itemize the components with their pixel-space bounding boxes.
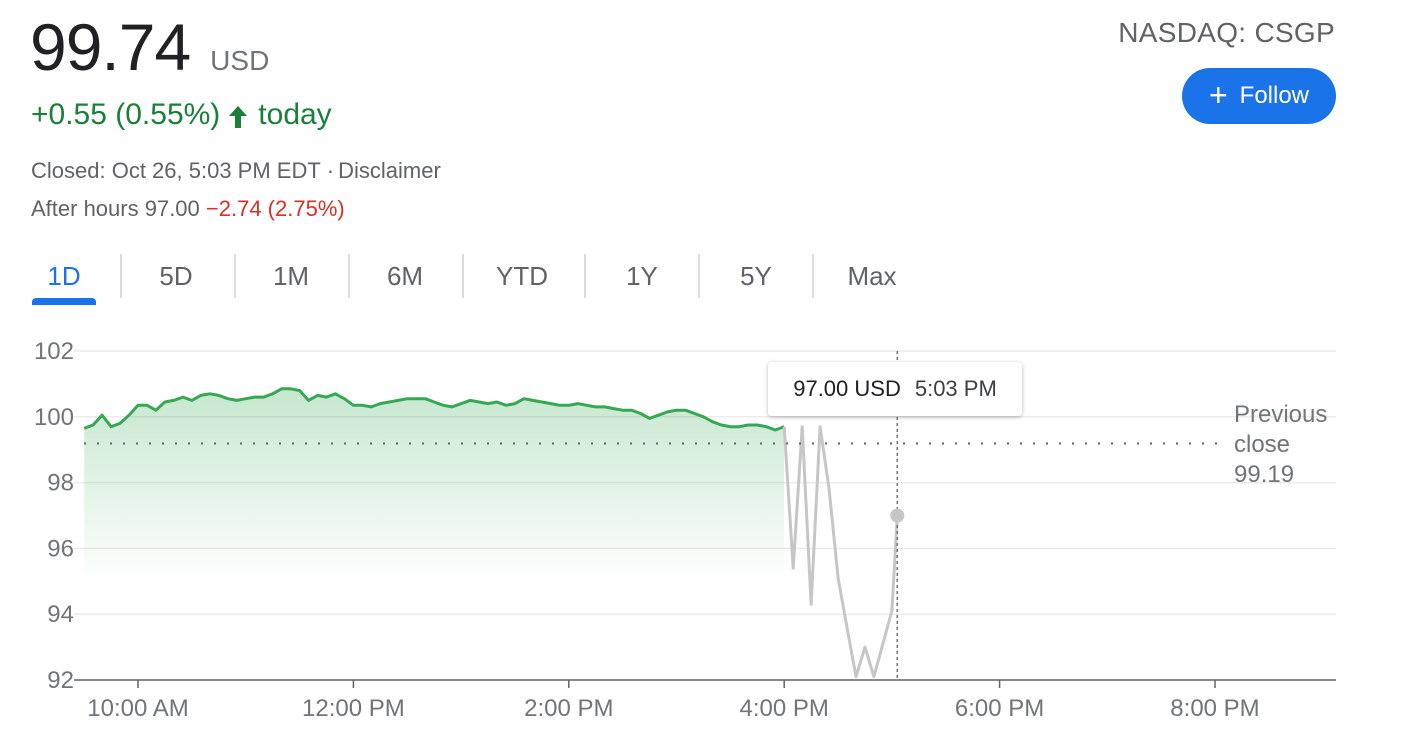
x-tick-label: 8:00 PM — [1170, 695, 1259, 722]
tab-divider — [698, 254, 700, 298]
previous-close-line2: close — [1234, 431, 1291, 458]
tab-1m[interactable]: 1M — [272, 261, 310, 291]
y-tick-label: 92 — [47, 667, 74, 694]
arrow-up-icon — [228, 103, 248, 128]
x-tick-label: 12:00 PM — [302, 695, 405, 722]
change-period: today — [258, 98, 332, 131]
after-hours-info: After hours 97.00 −2.74 (2.75%) — [31, 196, 345, 222]
tooltip-price: 97.00 USD — [793, 376, 901, 401]
tab-6m[interactable]: 6M — [386, 261, 424, 291]
tab-1y[interactable]: 1Y — [626, 261, 658, 291]
tab-divider — [584, 254, 586, 298]
x-tick-label: 2:00 PM — [524, 695, 613, 722]
chart-tooltip: 97.00 USD 5:03 PM — [768, 362, 1022, 416]
tab-divider — [812, 254, 814, 298]
tab-max[interactable]: Max — [847, 261, 897, 291]
plus-icon: + — [1208, 76, 1228, 113]
regular-session-line — [83, 387, 785, 432]
tab-ytd[interactable]: YTD — [496, 261, 548, 291]
follow-label: Follow — [1239, 82, 1310, 109]
cursor-marker — [890, 508, 905, 523]
previous-close-line1: Previous — [1234, 401, 1328, 428]
y-tick-label: 102 — [34, 338, 74, 365]
x-tick-label: 6:00 PM — [955, 695, 1044, 722]
price-value: 99.74 — [30, 10, 191, 84]
after-hours-line — [782, 425, 899, 679]
y-tick-label: 98 — [47, 470, 74, 497]
regular-session-area — [84, 388, 785, 585]
previous-close-label: Previous close 99.19 — [1234, 400, 1327, 490]
tab-1d[interactable]: 1D — [47, 261, 81, 291]
separator: · — [326, 158, 335, 183]
price-change: +0.55 (0.55%) today — [31, 98, 332, 132]
tab-divider — [348, 254, 350, 298]
tab-divider — [234, 254, 236, 298]
tab-divider — [120, 254, 122, 298]
x-tick-label: 10:00 AM — [87, 695, 188, 722]
tab-5y[interactable]: 5Y — [740, 261, 772, 291]
x-tick-label: 4:00 PM — [740, 695, 829, 722]
after-hours-change: −2.74 (2.75%) — [205, 196, 345, 221]
tab-divider — [462, 254, 464, 298]
change-value: +0.55 (0.55%) — [31, 98, 221, 131]
disclaimer-link[interactable]: Disclaimer — [338, 158, 441, 183]
price-currency: USD — [210, 45, 270, 76]
closed-text: Closed: Oct 26, 5:03 PM EDT — [31, 158, 321, 183]
previous-close-value: 99.19 — [1234, 461, 1295, 488]
follow-button[interactable]: + Follow — [1182, 68, 1336, 124]
price-block: 99.74 USD — [30, 12, 269, 82]
tab-active-indicator — [32, 298, 96, 305]
after-hours-label: After hours 97.00 — [31, 196, 200, 221]
y-tick-label: 94 — [47, 601, 74, 628]
market-status: Closed: Oct 26, 5:03 PM EDT · Disclaimer — [31, 158, 441, 184]
y-tick-label: 96 — [47, 535, 74, 562]
tooltip-time: 5:03 PM — [914, 376, 997, 401]
y-tick-label: 100 — [34, 404, 74, 431]
ticker-symbol: NASDAQ: CSGP — [1118, 17, 1335, 48]
tab-5d[interactable]: 5D — [159, 261, 193, 291]
